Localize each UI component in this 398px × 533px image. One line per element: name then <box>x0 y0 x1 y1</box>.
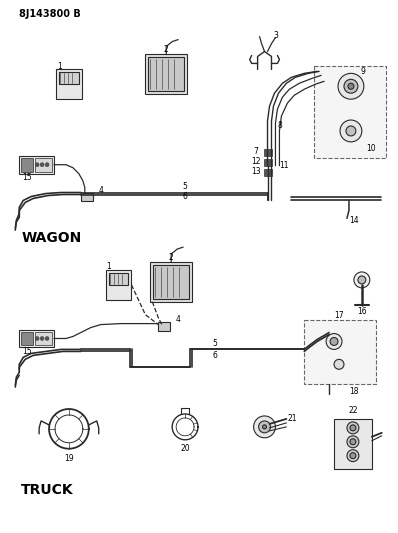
Text: 4: 4 <box>98 186 103 195</box>
Text: 21: 21 <box>288 415 297 423</box>
Text: 11: 11 <box>280 161 289 170</box>
Circle shape <box>326 334 342 350</box>
Text: 6: 6 <box>183 192 187 201</box>
Bar <box>263 149 273 156</box>
Bar <box>153 265 189 299</box>
Circle shape <box>35 163 39 167</box>
Bar <box>304 320 376 384</box>
Text: 20: 20 <box>180 444 190 453</box>
Circle shape <box>347 422 359 434</box>
Text: 22: 22 <box>348 407 358 416</box>
Bar <box>81 192 93 201</box>
Bar <box>19 329 54 348</box>
Bar <box>150 262 192 302</box>
Text: 3: 3 <box>273 31 278 40</box>
Bar <box>35 332 52 345</box>
Circle shape <box>334 359 344 369</box>
Text: 6: 6 <box>213 351 217 360</box>
Circle shape <box>338 74 364 99</box>
Bar <box>21 158 33 172</box>
Text: TRUCK: TRUCK <box>21 483 74 497</box>
Circle shape <box>45 163 49 167</box>
Bar <box>21 332 33 345</box>
Bar <box>314 67 386 158</box>
Circle shape <box>340 120 362 142</box>
Circle shape <box>254 416 275 438</box>
Text: 15: 15 <box>22 347 32 356</box>
Text: 18: 18 <box>349 386 359 395</box>
Circle shape <box>40 336 44 341</box>
Text: 9: 9 <box>361 67 365 76</box>
Text: 4: 4 <box>176 315 181 324</box>
Circle shape <box>45 336 49 341</box>
Bar <box>263 159 273 166</box>
Bar <box>105 270 131 300</box>
Circle shape <box>358 276 366 284</box>
Text: 17: 17 <box>334 311 344 320</box>
Circle shape <box>354 272 370 288</box>
Circle shape <box>350 453 356 459</box>
Bar <box>158 321 170 330</box>
Bar <box>19 156 54 174</box>
Circle shape <box>35 336 39 341</box>
Text: 15: 15 <box>22 173 32 182</box>
Text: 19: 19 <box>64 454 74 463</box>
Circle shape <box>348 83 354 89</box>
Bar <box>59 72 79 84</box>
Circle shape <box>259 421 271 433</box>
Bar <box>56 69 82 99</box>
Bar <box>148 58 184 91</box>
Circle shape <box>347 436 359 448</box>
Circle shape <box>263 425 267 429</box>
Text: 12: 12 <box>251 157 260 166</box>
Text: 14: 14 <box>349 216 359 225</box>
Text: 2: 2 <box>164 45 169 54</box>
Bar <box>109 273 129 285</box>
Circle shape <box>347 450 359 462</box>
Circle shape <box>346 126 356 136</box>
Text: 16: 16 <box>357 307 367 316</box>
Text: WAGON: WAGON <box>21 231 82 245</box>
Text: 5: 5 <box>213 339 217 348</box>
Text: 2: 2 <box>169 253 174 262</box>
Circle shape <box>350 425 356 431</box>
Text: 8: 8 <box>277 122 282 131</box>
Bar <box>334 419 372 469</box>
Text: 10: 10 <box>366 144 376 154</box>
Circle shape <box>330 337 338 345</box>
Circle shape <box>344 79 358 93</box>
Circle shape <box>40 163 44 167</box>
Text: 1: 1 <box>57 62 62 71</box>
Bar <box>145 54 187 94</box>
Text: 1: 1 <box>107 262 111 271</box>
Circle shape <box>350 439 356 445</box>
Text: 7: 7 <box>253 147 258 156</box>
Text: 5: 5 <box>183 182 187 191</box>
Text: 13: 13 <box>251 167 260 176</box>
Bar <box>263 168 273 176</box>
Text: 8J143800 B: 8J143800 B <box>19 9 81 19</box>
Bar <box>35 158 52 172</box>
